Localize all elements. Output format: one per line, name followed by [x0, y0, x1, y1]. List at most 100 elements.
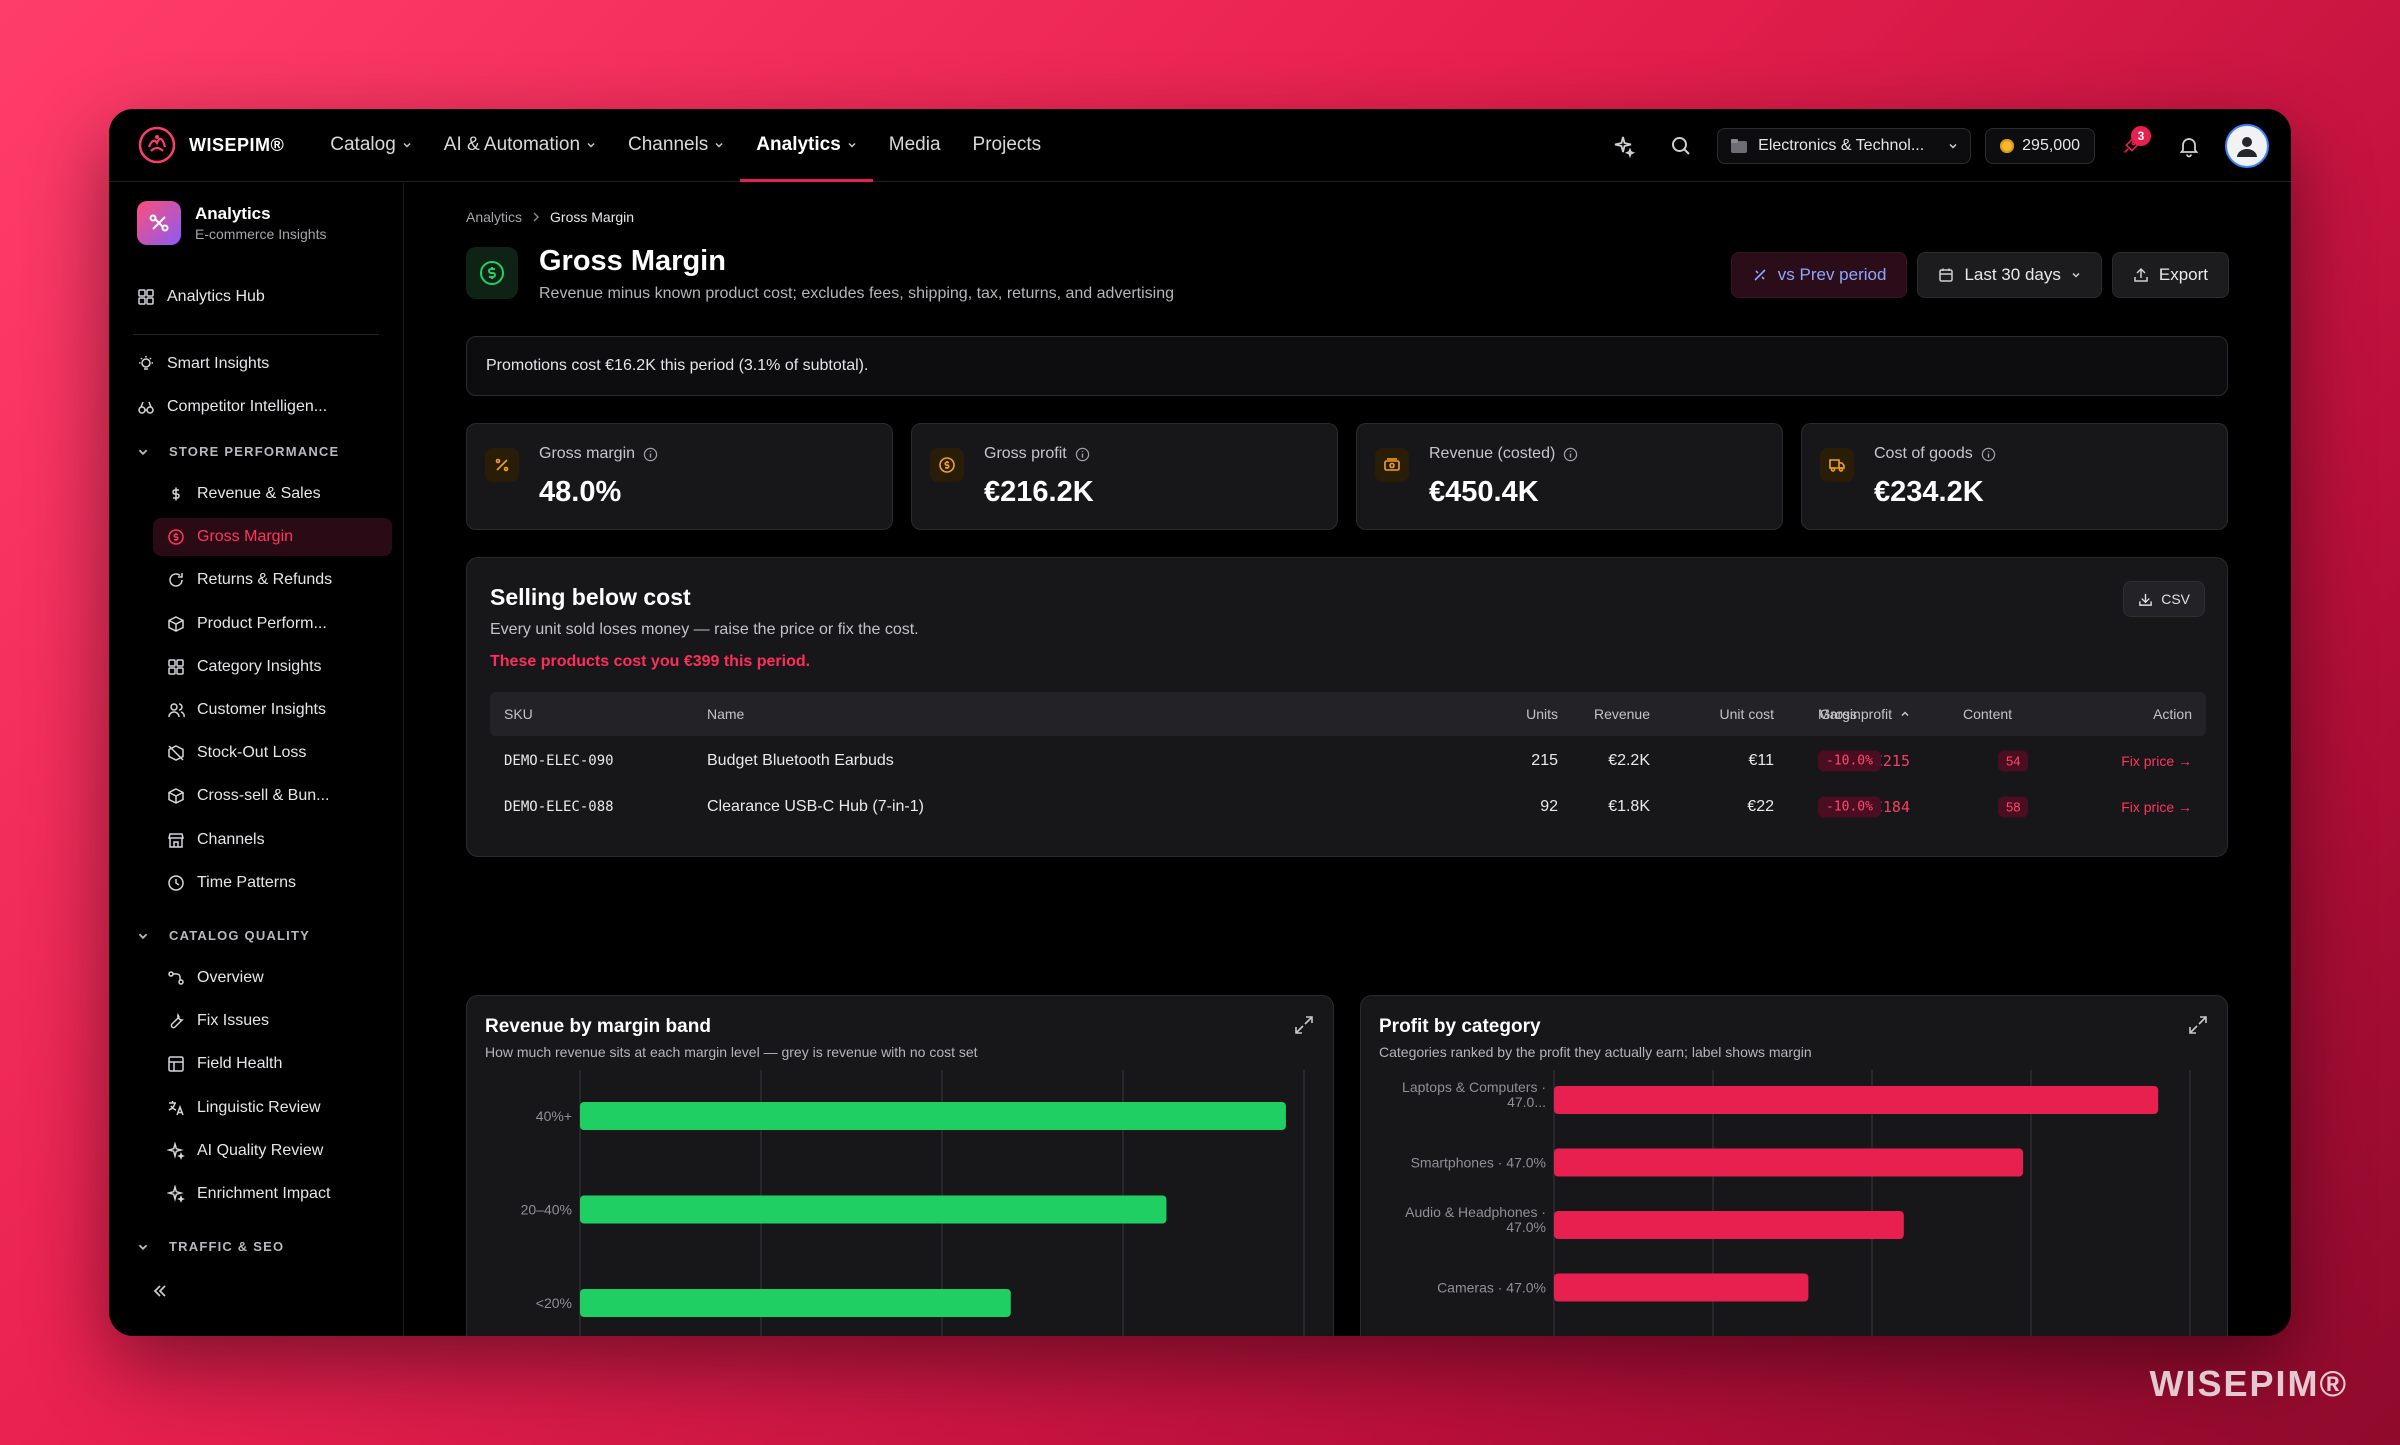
cell-content: 54 — [1998, 750, 2029, 772]
bar[interactable] — [580, 1195, 1167, 1224]
kpi-icon-wrap — [930, 448, 964, 482]
sidebar-item-label: AI Quality Review — [197, 1141, 324, 1159]
sidebar-item-label: Fix Issues — [197, 1012, 270, 1030]
credits-balance[interactable]: 295,000 — [1985, 127, 2095, 164]
bar[interactable] — [1554, 1273, 1809, 1302]
sidebar-item-time-patterns[interactable]: Time Patterns — [167, 864, 296, 902]
expand-icon[interactable] — [2187, 1014, 2209, 1036]
column-header-content: Content — [1963, 706, 2013, 722]
sidebar-item-fix-issues[interactable]: Fix Issues — [167, 1002, 269, 1040]
bar[interactable] — [1554, 1211, 1904, 1239]
sidebar-item-returns-refunds[interactable]: Returns & Refunds — [167, 561, 332, 599]
sort-ascending-icon[interactable] — [1900, 709, 1910, 719]
nav-item-catalog[interactable]: Catalog — [314, 109, 428, 181]
search-button[interactable] — [1659, 124, 1703, 168]
sidebar-item-revenue-sales[interactable]: Revenue & Sales — [167, 475, 321, 513]
bell-icon — [2179, 137, 2199, 157]
bar[interactable] — [580, 1289, 1011, 1317]
users-icon — [168, 703, 185, 718]
sidebar-item-label: Returns & Refunds — [197, 571, 333, 589]
sidebar-item-competitor-intelligen[interactable]: Competitor Intelligen... — [137, 388, 327, 426]
compare-label: vs Prev period — [1777, 265, 1887, 284]
store-selector[interactable]: Electronics & Technol... — [1717, 127, 1972, 164]
logo[interactable]: WISEPIM® — [137, 125, 284, 165]
sidebar-item-label: Channels — [197, 830, 265, 848]
kpi-value: €216.2K — [984, 476, 1094, 508]
csv-download-button[interactable]: CSV — [2123, 581, 2205, 617]
info-icon[interactable] — [1981, 447, 1996, 462]
chart-title: Profit by category — [1379, 1016, 1541, 1037]
date-range-select[interactable]: Last 30 days — [1917, 252, 2102, 298]
date-range-label: Last 30 days — [1964, 265, 2061, 284]
bar[interactable] — [1554, 1148, 2024, 1177]
nav-item-projects[interactable]: Projects — [957, 109, 1058, 181]
ai-sparkle-button[interactable] — [1601, 124, 1645, 168]
cell-units: 215 — [1531, 752, 1558, 769]
kpi-label: Revenue (costed) — [1429, 445, 1556, 462]
column-header-gross-profit[interactable]: Gross profit — [1819, 706, 1892, 722]
info-icon[interactable] — [1563, 447, 1578, 462]
info-icon[interactable] — [643, 447, 658, 462]
kpi-icon-wrap — [1375, 448, 1409, 482]
nav-item-media[interactable]: Media — [873, 109, 957, 181]
box-icon — [168, 615, 184, 632]
chart-subtitle: Categories ranked by the profit they act… — [1379, 1044, 1812, 1060]
cell-action[interactable]: Fix price → — [2121, 799, 2192, 815]
sidebar-section-store-performance[interactable]: STORE PERFORMANCE — [137, 444, 339, 459]
nav-item-channels[interactable]: Channels — [612, 109, 740, 181]
user-avatar[interactable] — [2225, 123, 2269, 168]
sidebar-item-analytics-hub[interactable]: Analytics Hub — [137, 278, 265, 316]
nav-item-label: Catalog — [330, 134, 396, 155]
nav-item-label: Projects — [972, 134, 1042, 155]
sidebar-item-linguistic-review[interactable]: Linguistic Review — [167, 1089, 321, 1127]
grid-icon — [138, 289, 154, 305]
breadcrumb-analytics[interactable]: Analytics — [466, 209, 523, 225]
sidebar-item-smart-insights[interactable]: Smart Insights — [137, 345, 269, 383]
sidebar-item-overview[interactable]: Overview — [167, 959, 264, 997]
kpi-icon-wrap — [1820, 448, 1854, 482]
sidebar-item-ai-quality-review[interactable]: AI Quality Review — [167, 1132, 323, 1170]
sidebar-item-stock-out-loss[interactable]: Stock-Out Loss — [167, 734, 306, 772]
promotions-text: Promotions cost €16.2K this period (3.1%… — [486, 357, 869, 374]
category-label: Laptops & Computers · 47.0... — [1402, 1079, 1546, 1110]
sidebar-item-gross-margin[interactable]: Gross Margin — [153, 518, 392, 557]
download-icon — [2139, 593, 2153, 606]
cell-margin: -10.0% — [1818, 750, 1881, 772]
revenue-by-margin-band-card: 40%+ 20–40% <20% No cost set Revenue by mar… — [466, 995, 1334, 1336]
sidebar-section-catalog-quality[interactable]: CATALOG QUALITY — [137, 928, 310, 943]
sidebar-item-field-health[interactable]: Field Health — [167, 1045, 282, 1083]
compare-prev-period-button[interactable]: vs Prev period — [1730, 252, 1908, 298]
notifications-button[interactable] — [2167, 124, 2211, 168]
store-selector-label: Electronics & Technol... — [1758, 136, 1925, 154]
sidebar-item-enrichment-impact[interactable]: Enrichment Impact — [167, 1175, 330, 1213]
nav-item-analytics[interactable]: Analytics — [740, 109, 874, 182]
updates-button[interactable]: 3 — [2109, 124, 2153, 168]
brand-name: WISEPIM® — [189, 134, 285, 155]
sidebar-item-label: Enrichment Impact — [197, 1185, 331, 1202]
kpi-value: €234.2K — [1874, 476, 1984, 508]
category-label: Cameras · 47.0% — [1437, 1280, 1546, 1296]
table-row[interactable]: DEMO-ELEC-090 Budget Bluetooth Earbuds 215… — [490, 739, 2206, 783]
nav-item-ai-automation[interactable]: AI & Automation — [428, 109, 612, 181]
export-label: Export — [2158, 265, 2208, 284]
export-button[interactable]: Export — [2111, 252, 2229, 298]
chevron-down-icon — [138, 933, 148, 939]
sidebar-item-cross-sell-bun[interactable]: Cross-sell & Bun... — [167, 777, 329, 815]
wrench-icon — [170, 1013, 184, 1029]
coin-icon — [168, 529, 184, 545]
sidebar-section-traffic-seo[interactable]: TRAFFIC & SEO — [137, 1239, 284, 1254]
collapse-sidebar-button[interactable] — [151, 1280, 169, 1306]
sidebar-item-product-perform[interactable]: Product Perform... — [167, 605, 327, 643]
table-row[interactable]: DEMO-ELEC-088 Clearance USB-C Hub (7-in-1… — [490, 785, 2206, 829]
info-icon[interactable] — [1075, 447, 1090, 462]
profit-by-category-card: Laptops & Computers · 47.0... Smartphones … — [1360, 995, 2228, 1336]
cell-action[interactable]: Fix price → — [2121, 753, 2192, 769]
sidebar-item-category-insights[interactable]: Category Insights — [167, 648, 322, 686]
bar[interactable] — [580, 1102, 1286, 1130]
sidebar-item-channels[interactable]: Channels — [167, 821, 265, 859]
category-label: Audio & Headphones · 47.0% — [1405, 1204, 1546, 1235]
credits-value: 295,000 — [2022, 136, 2080, 154]
sidebar-item-customer-insights[interactable]: Customer Insights — [167, 691, 326, 729]
expand-icon[interactable] — [1293, 1014, 1315, 1036]
bar[interactable] — [1554, 1086, 2159, 1114]
